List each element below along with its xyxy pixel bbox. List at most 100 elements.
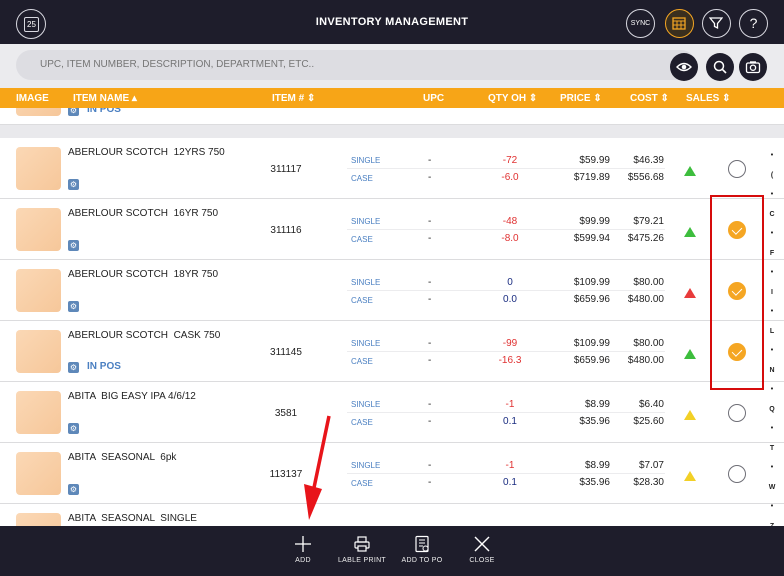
- alpha-index-item[interactable]: •: [770, 347, 774, 354]
- settings-gear-icon[interactable]: ⚙: [68, 301, 79, 312]
- unit-case-label: CASE: [351, 235, 373, 244]
- price-single: $109.99: [573, 277, 610, 288]
- row-divider: [347, 168, 665, 169]
- alpha-index-item[interactable]: I: [771, 288, 773, 296]
- label-print-button[interactable]: LABLE PRINT: [332, 526, 392, 576]
- table-row[interactable]: ⚙IN POSSINGLE--87$45.77$35.40: [0, 108, 784, 125]
- add-button[interactable]: ADD: [273, 526, 333, 576]
- item-thumbnail: [16, 108, 61, 116]
- alpha-index-item[interactable]: •: [770, 308, 774, 315]
- settings-gear-icon[interactable]: ⚙: [68, 484, 79, 495]
- col-qty-oh[interactable]: QTY OH ⇕: [488, 93, 537, 104]
- table-row[interactable]: ABERLOUR SCOTCH 18YR 750 ⚙ SINGLE - 0 $109.99…: [0, 260, 784, 321]
- item-name: ABERLOUR SCOTCH 18YR 750: [68, 269, 219, 280]
- alpha-index-item[interactable]: L: [769, 327, 775, 335]
- calendar-button[interactable]: 25: [16, 9, 46, 39]
- col-cost[interactable]: COST ⇕: [630, 93, 669, 104]
- inventory-list[interactable]: ⚙IN POSSINGLE--87$45.77$35.40 ABERLOUR SC…: [0, 108, 784, 526]
- unit-single-label: SINGLE: [351, 217, 381, 226]
- alpha-index-item[interactable]: •: [770, 425, 774, 432]
- alpha-index-item[interactable]: T: [769, 444, 775, 452]
- selection-highlight-box: [710, 195, 764, 390]
- cost-single: $80.00: [633, 338, 664, 349]
- alpha-index-item[interactable]: •: [770, 191, 774, 198]
- col-item-name[interactable]: ITEM NAME ▴: [73, 93, 137, 104]
- row-select-checkbox[interactable]: [728, 282, 746, 300]
- unit-single-label: SINGLE: [351, 339, 381, 348]
- item-number: 311145: [270, 347, 302, 358]
- sort-icon: ⇕: [719, 93, 731, 104]
- alpha-index-item[interactable]: •: [770, 269, 774, 276]
- table-row[interactable]: ABERLOUR SCOTCH 16YR 750 ⚙ 311116 SINGLE - -4…: [0, 199, 784, 260]
- sales-trend-up-icon: [684, 346, 696, 364]
- price-case: $659.96: [573, 294, 610, 305]
- alpha-index-item[interactable]: •: [770, 503, 774, 510]
- settings-gear-icon[interactable]: ⚙: [68, 423, 79, 434]
- row-select-checkbox[interactable]: [728, 343, 746, 361]
- upc-case: -: [428, 294, 432, 305]
- qty-case: 0.0: [503, 294, 517, 305]
- search-button[interactable]: [706, 53, 734, 81]
- qty-single: -48: [502, 216, 518, 227]
- alpha-index-item[interactable]: (: [770, 171, 774, 179]
- item-name: ABITA SEASONAL SINGLE: [68, 513, 197, 524]
- upc-single: -: [428, 216, 432, 227]
- alpha-index-item[interactable]: •: [770, 464, 774, 471]
- upc-case: -: [428, 477, 432, 488]
- unit-single-label: SINGLE: [351, 156, 381, 165]
- item-name: ABERLOUR SCOTCH 16YR 750: [68, 208, 219, 219]
- search-input[interactable]: [16, 50, 696, 80]
- filter-button[interactable]: [702, 9, 731, 38]
- add-to-po-button[interactable]: ADD TO PO: [392, 526, 452, 576]
- top-bar: 25 INVENTORY MANAGEMENT SYNC ?: [0, 0, 784, 44]
- settings-gear-icon[interactable]: ⚙: [68, 240, 79, 251]
- unit-single-label: SINGLE: [351, 461, 381, 470]
- price-single: $109.99: [573, 338, 610, 349]
- close-button[interactable]: CLOSE: [452, 526, 512, 576]
- grid-view-button[interactable]: [665, 9, 694, 38]
- unit-case-label: CASE: [351, 418, 373, 427]
- alpha-index-item[interactable]: F: [769, 249, 775, 257]
- row-divider: [347, 412, 665, 413]
- col-item-number[interactable]: ITEM # ⇕: [272, 93, 315, 104]
- camera-scan-button[interactable]: [739, 53, 767, 81]
- toggle-visibility-button[interactable]: [670, 53, 698, 81]
- help-button[interactable]: ?: [739, 9, 768, 38]
- col-price[interactable]: PRICE ⇕: [560, 93, 602, 104]
- row-select-checkbox[interactable]: [728, 160, 746, 178]
- alpha-index-item[interactable]: C: [769, 210, 775, 218]
- table-row[interactable]: ABERLOUR SCOTCH CASK 750 ⚙ IN POS 311145 SIN…: [0, 321, 784, 382]
- cost-case: $556.68: [627, 172, 664, 183]
- settings-gear-icon[interactable]: ⚙: [68, 362, 79, 373]
- upc-single: -: [428, 460, 432, 471]
- sort-icon: ⇕: [304, 93, 316, 104]
- table-row[interactable]: ABITA SEASONAL SINGLE⚙: [0, 504, 784, 526]
- table-row[interactable]: ABITA BIG EASY IPA 4/6/12 ⚙ 3581 SINGLE - -1 $…: [0, 382, 784, 443]
- table-row[interactable]: ABERLOUR SCOTCH 12YRS 750 ⚙ 311117 SINGLE - -…: [0, 138, 784, 199]
- col-item-name-label: ITEM NAME: [73, 93, 130, 104]
- alpha-index-item[interactable]: Q: [769, 405, 775, 413]
- alphabet-index[interactable]: •(•C•F•I•L•N•Q•T•W•Z: [766, 108, 778, 530]
- settings-gear-icon[interactable]: ⚙: [68, 108, 79, 116]
- row-select-checkbox[interactable]: [728, 221, 746, 239]
- sync-button[interactable]: SYNC: [626, 9, 655, 38]
- row-select-checkbox[interactable]: [728, 465, 746, 483]
- upc-case: -: [428, 233, 432, 244]
- add-to-po-label: ADD TO PO: [401, 557, 443, 564]
- price-single: $8.99: [584, 399, 610, 410]
- alpha-index-item[interactable]: •: [770, 230, 774, 237]
- table-row[interactable]: ABITA SEASONAL 6pk ⚙ 113137 SINGLE - -1 $8.99 $…: [0, 443, 784, 504]
- col-sales[interactable]: SALES ⇕: [686, 93, 731, 104]
- grid-icon: [672, 17, 686, 30]
- alpha-index-item[interactable]: •: [770, 386, 774, 393]
- alpha-index-item[interactable]: N: [769, 366, 775, 374]
- unit-single-label: SINGLE: [351, 278, 381, 287]
- label-print-label: LABLE PRINT: [337, 557, 387, 564]
- calendar-day: 25: [27, 20, 36, 29]
- alpha-index-item[interactable]: W: [768, 483, 776, 491]
- alpha-index-item[interactable]: •: [770, 152, 774, 159]
- row-select-checkbox[interactable]: [728, 404, 746, 422]
- qty-single: -72: [502, 155, 518, 166]
- sort-icon: ⇕: [526, 93, 538, 104]
- settings-gear-icon[interactable]: ⚙: [68, 179, 79, 190]
